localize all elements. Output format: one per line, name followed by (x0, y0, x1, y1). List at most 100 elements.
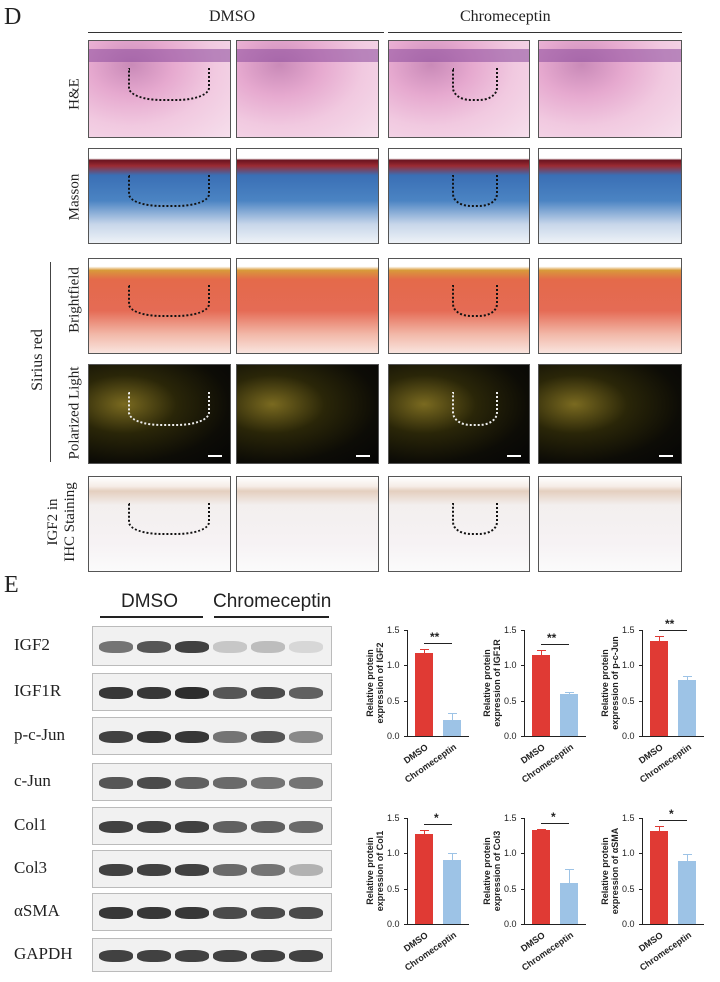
error-cap (420, 830, 429, 831)
histology-image-ihc-2 (236, 476, 379, 572)
y-tick-mark (521, 888, 524, 890)
blot-band (213, 821, 247, 833)
y-tick-label: 1.5 (622, 625, 635, 635)
blot-label-5: Col3 (14, 858, 48, 877)
y-axis (524, 630, 525, 736)
blot-band (213, 907, 247, 919)
row-label-sirius: Sirius red (29, 329, 46, 391)
x-tick-label: Chromeceptin (402, 929, 459, 973)
wound-outline (128, 285, 211, 318)
significance-line (659, 630, 687, 632)
blot-band (99, 731, 133, 743)
y-tick-label: 1.5 (387, 625, 400, 635)
wound-outline (128, 175, 211, 208)
blot-band (99, 950, 133, 962)
y-axis-label: Relative protein expression of Col1 (365, 830, 385, 912)
blot-label-1: IGF1R (14, 681, 62, 700)
histology-image-he-3 (388, 40, 530, 138)
y-tick-label: 1.0 (387, 660, 400, 671)
blot-band (99, 641, 133, 653)
blot-band (213, 864, 247, 876)
x-tick-label: Chromeceptin (519, 741, 576, 785)
y-tick-label: 1.0 (622, 848, 635, 859)
blot-band (175, 687, 209, 699)
significance-line (541, 822, 569, 824)
y-tick-mark (404, 630, 407, 631)
error-cap (537, 650, 546, 652)
histology-image-he-1 (88, 40, 231, 138)
histology-image-brightfield-2 (236, 258, 379, 354)
bar-Chromeceptin (560, 694, 578, 736)
y-tick-mark (521, 700, 524, 702)
scale-bar (659, 455, 673, 457)
histology-image-ihc-1 (88, 476, 231, 572)
x-axis (524, 736, 586, 737)
blot-strip-2 (92, 717, 332, 755)
bar-Chromeceptin (443, 859, 461, 924)
bar-Chromeceptin (678, 861, 696, 924)
error-bar (659, 636, 660, 641)
error-cap (683, 675, 692, 677)
histology-image-he-4 (538, 40, 682, 138)
wound-outline (452, 67, 498, 101)
blot-band (289, 641, 323, 653)
y-tick-label: 0.0 (504, 919, 517, 929)
histology-image-masson-3 (388, 148, 530, 244)
blot-strip-5 (92, 850, 332, 888)
wound-outline (128, 392, 211, 426)
y-tick-mark (404, 818, 407, 819)
panel-d-group-chromeceptin: Chromeceptin (460, 8, 551, 25)
error-bar (687, 675, 688, 681)
blot-band (289, 731, 323, 743)
histology-image-masson-1 (88, 148, 231, 244)
y-axis-label: Relative protein expression of IGF1R (482, 639, 502, 727)
y-tick-mark (521, 736, 524, 737)
chart-5: 0.0 0.5 1.0 1.5 Relative protein expression … (600, 807, 720, 973)
blot-band (289, 777, 323, 789)
histology-image-ihc-4 (538, 476, 682, 572)
blot-band (175, 821, 209, 833)
blot-strip-7 (92, 938, 332, 972)
y-tick-label: 0.0 (504, 731, 517, 741)
error-cap (565, 868, 574, 870)
x-axis (407, 736, 469, 737)
panel-d-group-dmso: DMSO (209, 8, 256, 25)
x-tick-label: Chromeceptin (637, 929, 694, 973)
error-cap (537, 828, 546, 830)
chart-3: 0.0 0.5 1.0 1.5 Relative protein expression … (365, 811, 490, 973)
y-tick-label: 0.0 (622, 919, 635, 929)
blot-band (213, 950, 247, 962)
histology-image-brightfield-1 (88, 258, 231, 354)
x-axis (642, 736, 704, 737)
y-tick-mark (404, 736, 407, 737)
error-cap (683, 854, 692, 856)
row-label-ihc: IGF2 in IHC Staining (45, 482, 78, 562)
blot-band (137, 821, 171, 833)
bar-Chromeceptin (678, 680, 696, 736)
blot-band (175, 864, 209, 876)
blot-strip-1 (92, 673, 332, 711)
bar-DMSO (532, 654, 550, 736)
bar-DMSO (415, 833, 433, 924)
row-label-brightfield: Brightfield (66, 267, 83, 333)
bar-DMSO (415, 653, 433, 736)
blot-band (213, 731, 247, 743)
y-tick-label: 0.5 (504, 695, 517, 706)
blot-band (99, 821, 133, 833)
histology-image-brightfield-3 (388, 258, 530, 354)
wound-outline (452, 285, 498, 318)
y-tick-mark (639, 630, 642, 631)
y-tick-mark (404, 924, 407, 925)
blot-band (289, 950, 323, 962)
blot-band (251, 731, 285, 743)
y-tick-label: 0.0 (622, 731, 635, 741)
significance-line (424, 643, 452, 645)
error-bar (452, 713, 453, 720)
y-axis (407, 818, 408, 924)
blot-band (175, 777, 209, 789)
panel-d-letter: D (4, 4, 22, 30)
y-tick-label: 1.0 (387, 848, 400, 859)
y-tick-mark (521, 924, 524, 925)
bar-DMSO (650, 640, 668, 736)
error-bar (687, 854, 688, 862)
